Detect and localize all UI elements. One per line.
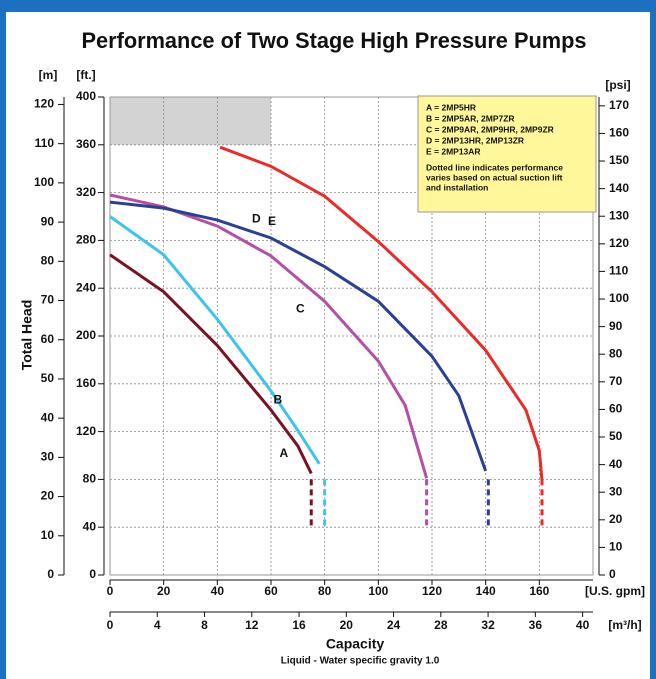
curve-label: E [268, 214, 276, 228]
y-tick-label: 240 [76, 280, 96, 294]
m3h-tick-label: 20 [340, 618, 354, 632]
m-tick-label: 20 [41, 489, 55, 503]
psi-tick-label: 90 [609, 319, 623, 333]
m-tick-label: 80 [41, 253, 55, 267]
ft-unit: [ft.] [76, 68, 95, 82]
legend-note: and installation [426, 182, 488, 192]
legend-entry: C = 2MP9AR, 2MP9HR, 2MP9ZR [426, 124, 554, 134]
psi-tick-label: 10 [609, 540, 623, 554]
m-tick-label: 0 [47, 567, 54, 581]
y-tick-label: 40 [83, 519, 97, 533]
psi-tick-label: 80 [609, 346, 623, 360]
m-tick-label: 120 [34, 97, 54, 111]
x-tick-label: 80 [318, 584, 332, 598]
psi-tick-label: 110 [609, 264, 629, 278]
m-tick-label: 90 [41, 214, 55, 228]
x-tick-label: 40 [211, 584, 225, 598]
x-axis-title: Capacity [326, 636, 385, 652]
psi-tick-label: 70 [609, 374, 623, 388]
psi-tick-label: 150 [609, 153, 629, 167]
gpm-unit: [U.S. gpm] [585, 584, 645, 598]
legend-note: Dotted line indicates performance [426, 162, 563, 172]
m-tick-label: 70 [41, 293, 55, 307]
curve-label: D [252, 212, 261, 226]
y-tick-label: 0 [89, 567, 96, 581]
legend-note: varies based on actual suction lift [426, 172, 563, 182]
psi-tick-label: 40 [609, 457, 623, 471]
legend-entry: D = 2MP13HR, 2MP13ZR [426, 135, 524, 145]
legend-entry: B = 2MP5AR, 2MP7ZR [426, 113, 515, 123]
legend-entry: A = 2MP5HR [426, 102, 476, 112]
curve-label: B [273, 393, 282, 407]
x-tick-label: 120 [422, 584, 442, 598]
chart-title: Performance of Two Stage High Pressure P… [82, 28, 587, 53]
x-tick-label: 160 [529, 584, 549, 598]
m3h-tick-label: 32 [481, 618, 495, 632]
m3h-tick-label: 4 [154, 618, 161, 632]
psi-tick-label: 0 [609, 567, 616, 581]
m3h-tick-label: 28 [434, 618, 448, 632]
psi-tick-label: 140 [609, 181, 629, 195]
m-tick-label: 50 [41, 371, 55, 385]
note: Liquid - Water specific gravity 1.0 [281, 656, 440, 667]
curve [219, 145, 544, 481]
m3h-tick-label: 16 [292, 618, 306, 632]
m3h-unit: [m³/h] [608, 618, 641, 632]
psi-tick-label: 170 [609, 98, 629, 112]
m3h-tick-label: 0 [107, 618, 114, 632]
shaded-region [110, 97, 271, 145]
y-tick-label: 320 [76, 185, 96, 199]
psi-tick-label: 120 [609, 236, 629, 250]
y-tick-label: 80 [83, 472, 97, 486]
m3h-tick-label: 36 [529, 618, 543, 632]
x-tick-label: 60 [264, 584, 278, 598]
curve [109, 253, 313, 475]
y-tick-label: 280 [76, 233, 96, 247]
legend-entry: E = 2MP13AR [426, 146, 481, 156]
x-tick-label: 140 [476, 584, 496, 598]
y-tick-label: 160 [76, 376, 96, 390]
psi-tick-label: 130 [609, 208, 629, 222]
y-tick-label: 400 [76, 89, 96, 103]
m-tick-label: 30 [41, 450, 55, 464]
m-tick-label: 100 [34, 175, 54, 189]
y-tick-label: 360 [76, 137, 96, 151]
psi-tick-label: 100 [609, 291, 629, 305]
m3h-tick-label: 12 [245, 618, 259, 632]
psi-tick-label: 30 [609, 484, 623, 498]
curve-label: A [279, 446, 288, 460]
psi-tick-label: 160 [609, 126, 629, 140]
m3h-tick-label: 40 [576, 618, 590, 632]
m3h-tick-label: 8 [201, 618, 208, 632]
psi-tick-label: 20 [609, 512, 623, 526]
m-tick-label: 10 [41, 528, 55, 542]
m-unit: [m] [39, 68, 58, 82]
x-tick-label: 20 [157, 584, 171, 598]
curve [109, 200, 488, 472]
y-tick-label: 200 [76, 328, 96, 342]
m-tick-label: 60 [41, 332, 55, 346]
y-tick-label: 120 [76, 424, 96, 438]
legend [417, 95, 597, 213]
curve-label: C [296, 301, 305, 315]
psi-unit: [psi] [605, 78, 630, 92]
psi-tick-label: 60 [609, 402, 623, 416]
m3h-tick-label: 24 [387, 618, 401, 632]
m-tick-label: 110 [35, 136, 55, 150]
y-axis-title: Total Head [19, 300, 35, 371]
x-tick-label: 0 [107, 584, 114, 598]
m-tick-label: 40 [41, 410, 55, 424]
curve [109, 215, 321, 465]
plot-frame [109, 96, 594, 576]
psi-tick-label: 50 [609, 429, 623, 443]
x-tick-label: 100 [368, 584, 388, 598]
